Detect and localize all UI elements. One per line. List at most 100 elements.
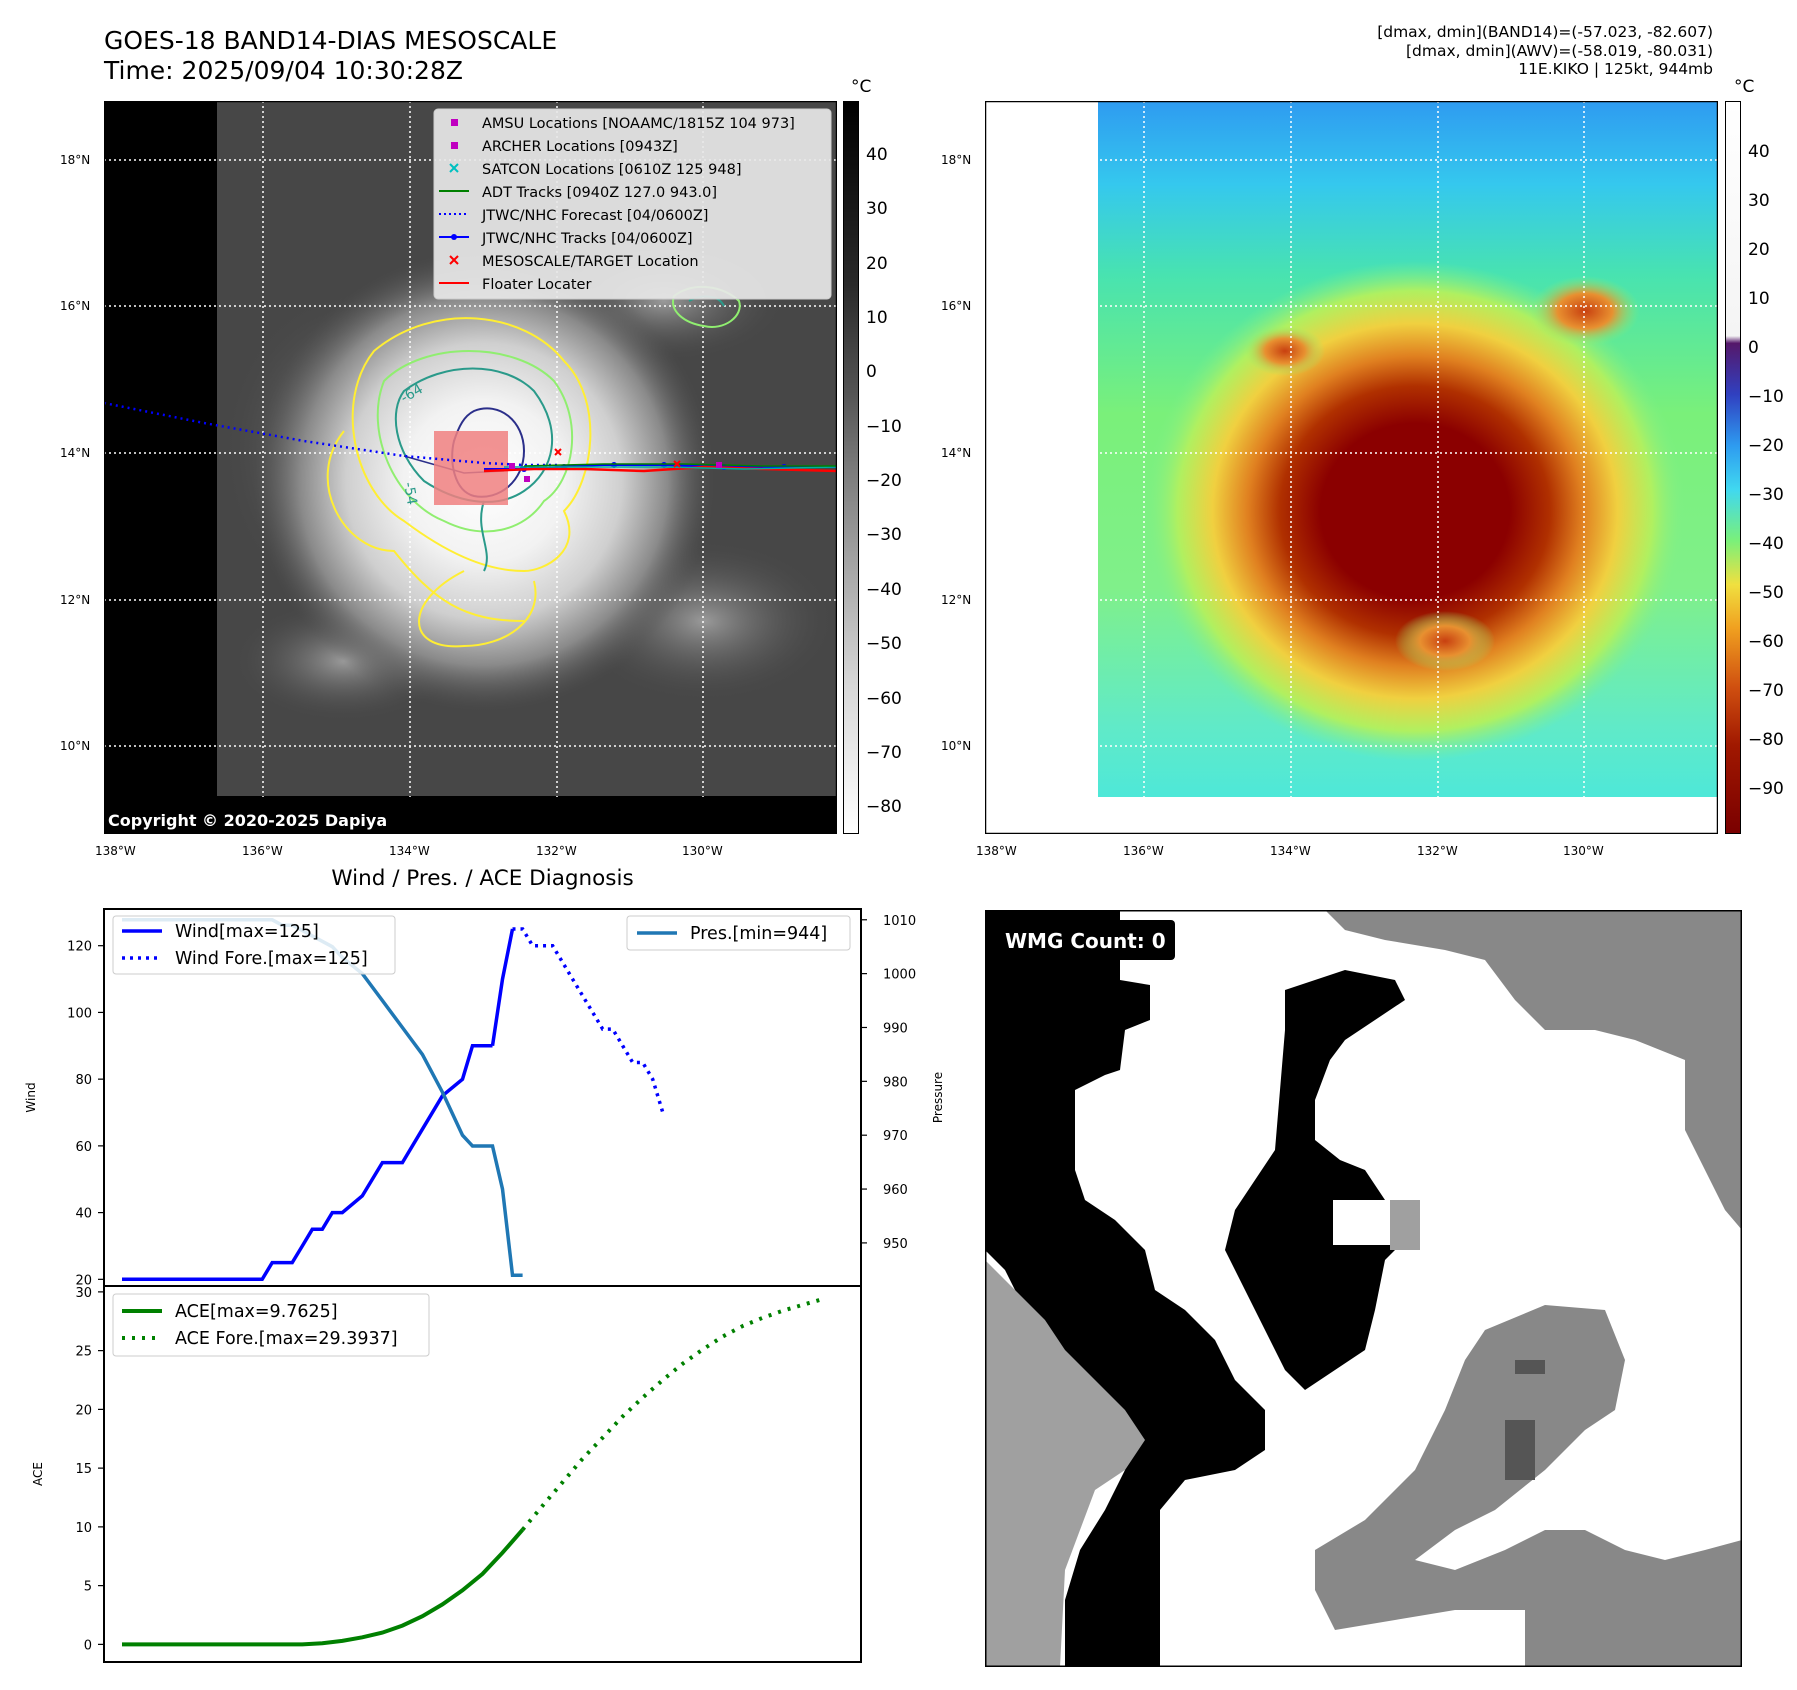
ir-colorbar-ticks: 40 30 20 10 0 −10 −20 −30 −40 −50 −60 −7… <box>866 0 916 830</box>
lat-tick: 16°N <box>941 299 972 313</box>
awv-colorbar-unit: °C <box>1734 77 1755 97</box>
lon-tick: 134°W <box>1270 844 1311 858</box>
cb-tick: −30 <box>866 525 902 545</box>
band14-range: [dmax, dmin](BAND14)=(-57.023, -82.607) <box>1377 23 1713 41</box>
diagnosis-title: Wind / Pres. / ACE Diagnosis <box>331 866 634 891</box>
cb-tick: −60 <box>1748 632 1784 652</box>
ace-legend-box <box>112 1293 430 1357</box>
awv-colorbar <box>1725 101 1741 834</box>
ace-ytick-label: 0 <box>84 1638 92 1653</box>
legend-adt: ADT Tracks [0940Z 127.0 943.0] <box>482 185 717 201</box>
wind-ytick-label: 40 <box>75 1207 92 1222</box>
ace-ytick-label: 10 <box>75 1521 92 1536</box>
cb-tick: −50 <box>866 634 902 654</box>
pressure-ytick-label: 1010 <box>883 914 916 929</box>
lon-tick: 138°W <box>976 844 1017 858</box>
ace-series-0 <box>122 1528 525 1647</box>
legend-target: MESOSCALE/TARGET Location <box>482 254 699 270</box>
wind-ytick-label: 100 <box>67 1006 92 1021</box>
legend-satcon: SATCON Locations [0610Z 125 948] <box>482 162 741 178</box>
awv-map-panel <box>985 101 1718 834</box>
pressure-legend-box <box>626 915 851 951</box>
ace-ytick-label: 15 <box>75 1462 92 1477</box>
title-line-1: GOES-18 BAND14-DIAS MESOSCALE <box>104 26 558 55</box>
lon-tick: 130°W <box>1563 844 1604 858</box>
cb-tick: 20 <box>866 254 888 274</box>
cb-tick: −30 <box>1748 485 1784 505</box>
wind-ytick-label: 20 <box>75 1273 92 1288</box>
pressure-ytick-label: 1000 <box>883 968 916 983</box>
legend-amsu: AMSU Locations [NOAAMC/1815Z 104 973] <box>482 116 795 132</box>
pressure-legend-label: Pres.[min=944] <box>690 924 827 944</box>
wind-forecast-legend-label: Wind Fore.[max=125] <box>175 949 368 969</box>
diagnosis-charts: 2040608010012095096097098099010001010Win… <box>24 908 945 1663</box>
legend-tracks: JTWC/NHC Tracks [04/0600Z] <box>481 231 693 247</box>
cb-tick: 10 <box>866 308 888 328</box>
ace-ytick-label: 20 <box>75 1403 92 1418</box>
cb-tick: 40 <box>1748 142 1770 162</box>
lat-tick: 14°N <box>60 446 91 460</box>
copyright-text: Copyright © 2020-2025 Dapiya <box>108 811 387 830</box>
ace-ytick-label: 30 <box>75 1286 92 1301</box>
wind-pressure-series-1 <box>490 928 515 1047</box>
cb-tick: −40 <box>1748 534 1784 554</box>
cb-tick: 30 <box>1748 191 1770 211</box>
map-legend: AMSU Locations [NOAAMC/1815Z 104 973] AR… <box>433 108 832 300</box>
cb-tick: 30 <box>866 199 888 219</box>
pressure-ytick-label: 990 <box>883 1021 908 1036</box>
ir-colorbar-unit: °C <box>851 77 872 97</box>
cb-tick: 20 <box>1748 240 1770 260</box>
wind-axis-label: Wind <box>24 1082 38 1112</box>
wind-pressure-series-2 <box>512 927 665 1114</box>
cb-tick: −20 <box>1748 436 1784 456</box>
awv-map-lon-axis: 138°W 136°W 134°W 132°W 130°W <box>881 844 1781 860</box>
cb-tick: −50 <box>1748 583 1784 603</box>
wind-ytick-label: 80 <box>75 1073 92 1088</box>
wmg-count-label: WMG Count: 0 <box>1005 929 1166 953</box>
lat-tick: 18°N <box>941 153 972 167</box>
lon-tick: 134°W <box>389 844 430 858</box>
cb-tick: −80 <box>866 797 902 817</box>
cb-tick: −90 <box>1748 779 1784 799</box>
legend-forecast: JTWC/NHC Forecast [04/0600Z] <box>481 208 708 224</box>
pressure-ytick-label: 950 <box>883 1237 908 1252</box>
cb-tick: 40 <box>866 145 888 165</box>
cb-tick: −20 <box>866 471 902 491</box>
cb-tick: −10 <box>866 417 902 437</box>
ace-axis-label: ACE <box>31 1462 45 1486</box>
cb-tick: −80 <box>1748 730 1784 750</box>
cb-tick: −10 <box>1748 387 1784 407</box>
cb-tick: −60 <box>866 689 902 709</box>
lon-tick: 132°W <box>1417 844 1458 858</box>
lat-tick: 10°N <box>60 739 91 753</box>
ir-colorbar <box>843 101 859 834</box>
lon-tick: 136°W <box>1123 844 1164 858</box>
ir-map-lon-axis: 138°W 136°W 134°W 132°W 130°W <box>0 844 900 860</box>
contour-label-54: -54 <box>400 481 420 506</box>
ace-ytick-label: 25 <box>75 1345 92 1360</box>
ir-map-panel: -64 -54 Copyright © 2020-2025 Dapiya AMS… <box>104 101 837 834</box>
wind-legend-box <box>112 915 396 975</box>
page-title: GOES-18 BAND14-DIAS MESOSCALE Time: 2025… <box>104 26 557 86</box>
cb-tick: −40 <box>866 580 902 600</box>
cb-tick: −70 <box>866 743 902 763</box>
cb-tick: −70 <box>1748 681 1784 701</box>
lon-tick: 138°W <box>95 844 136 858</box>
storm-info: 11E.KIKO | 125kt, 944mb <box>1518 60 1713 78</box>
wind-ytick-label: 60 <box>75 1140 92 1155</box>
intensity-header: [dmax, dmin](BAND14)=(-57.023, -82.607) … <box>1377 23 1713 79</box>
wmg-panel: WMG Count: 0 <box>985 910 1742 1667</box>
lat-tick: 12°N <box>60 593 91 607</box>
pressure-ytick-label: 960 <box>883 1183 908 1198</box>
wind-ytick-label: 120 <box>67 940 92 955</box>
ir-map-lat-axis: 18°N 16°N 14°N 12°N 10°N <box>55 0 100 800</box>
ace-legend-label: ACE[max=9.7625] <box>175 1302 338 1322</box>
pressure-ytick-label: 980 <box>883 1075 908 1090</box>
lon-tick: 132°W <box>536 844 577 858</box>
ace-forecast-legend-label: ACE Fore.[max=29.3937] <box>175 1329 398 1349</box>
lat-tick: 12°N <box>941 593 972 607</box>
title-line-2: Time: 2025/09/04 10:30:28Z <box>104 56 463 85</box>
pressure-ytick-label: 970 <box>883 1129 908 1144</box>
cb-tick: 10 <box>1748 289 1770 309</box>
lat-tick: 10°N <box>941 739 972 753</box>
